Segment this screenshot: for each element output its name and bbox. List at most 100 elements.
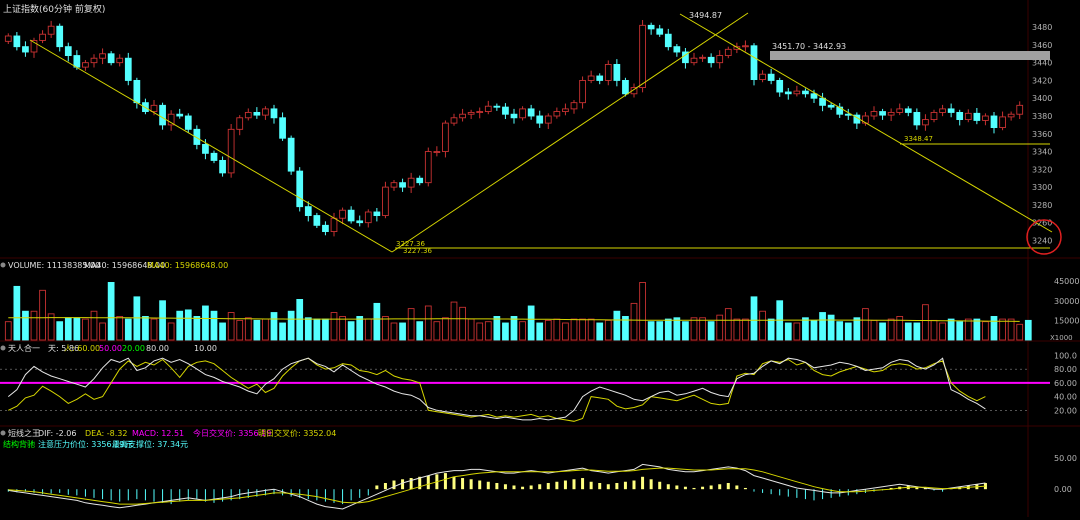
macd-panel[interactable]: 短线之王 DIF: -2.06 DEA: -8.32 MACD: 12.51 今… xyxy=(0,428,1077,510)
macd-collapse-icon[interactable] xyxy=(0,430,6,436)
volume-bar xyxy=(544,319,552,341)
price-tick-label: 3420 xyxy=(1032,76,1052,85)
indicator-y-axis: 100.0 80.00 60.00 40.00 20.00 xyxy=(1054,351,1077,415)
volume-bar xyxy=(879,322,886,341)
volume-bar xyxy=(510,316,518,341)
candle xyxy=(990,115,998,129)
macd-bar xyxy=(598,483,602,490)
volume-bar xyxy=(22,310,29,341)
volume-bar xyxy=(296,299,304,341)
volume-bar xyxy=(347,321,355,341)
volume-bar xyxy=(956,321,964,341)
macd-bar xyxy=(563,480,567,490)
macd-bar xyxy=(478,480,482,490)
volume-bar xyxy=(467,318,475,341)
candle xyxy=(296,170,304,208)
candle xyxy=(382,186,389,217)
volume-bar xyxy=(4,321,12,341)
volume-bar xyxy=(553,318,561,341)
volume-bar xyxy=(287,310,295,341)
candle xyxy=(510,113,518,119)
candle xyxy=(982,115,989,121)
price-tick-label: 3260 xyxy=(1032,219,1052,228)
candle xyxy=(613,63,621,81)
volume-bar xyxy=(922,304,929,341)
uptrend-line xyxy=(391,12,749,253)
volume-panel[interactable]: VOLUME: 11138385.00 MA40: 15968648.00 MA… xyxy=(0,261,1080,342)
candle xyxy=(227,128,235,174)
indicator-sky: 天: 5.86 xyxy=(48,344,79,353)
candle xyxy=(879,111,886,116)
candle xyxy=(99,53,106,59)
candle xyxy=(13,35,21,48)
mid-price-label: 3348.47 xyxy=(904,135,933,143)
macd-sub-b: 注意压力价位: 3356.19元 xyxy=(38,439,132,449)
candle xyxy=(502,106,509,115)
volume-bar xyxy=(416,321,424,341)
candle xyxy=(56,25,64,48)
price-candles[interactable] xyxy=(4,20,1024,237)
price-tick-label: 3480 xyxy=(1032,23,1052,32)
volume-collapse-icon[interactable] xyxy=(0,262,6,268)
candle xyxy=(656,28,664,35)
volume-bar xyxy=(990,316,998,341)
candle xyxy=(150,104,158,113)
volume-bar xyxy=(862,308,869,341)
volume-bar xyxy=(819,312,826,341)
candle xyxy=(399,182,406,188)
volume-bar xyxy=(844,322,852,341)
volume-bar xyxy=(784,322,792,341)
macd-y-axis: 50.00 0.00 xyxy=(1054,454,1077,494)
volume-bar xyxy=(742,318,749,341)
volume-tick-label: 30000 xyxy=(1054,297,1079,306)
volume-bar xyxy=(802,317,809,341)
volume-bar xyxy=(1016,323,1024,341)
candle xyxy=(39,33,46,41)
indicator-panel[interactable]: 天人合一 天: 5.86 人: 60.00 50.00 20.00 80.00 … xyxy=(0,343,1077,422)
volume-bar xyxy=(982,321,989,341)
candle xyxy=(1016,104,1024,115)
volume-tick-label: 45000 xyxy=(1054,277,1079,286)
candle xyxy=(767,73,775,81)
candle xyxy=(124,57,132,81)
volume-bar xyxy=(613,310,621,341)
macd-bar xyxy=(683,486,687,490)
volume-bar xyxy=(656,321,664,341)
price-tick-label: 3460 xyxy=(1032,41,1052,50)
volume-bar xyxy=(339,316,346,341)
candle xyxy=(236,117,244,130)
candle xyxy=(244,111,252,119)
candle xyxy=(279,117,286,139)
price-tick-label: 3380 xyxy=(1032,112,1052,121)
macd-bar xyxy=(392,480,396,490)
volume-bar xyxy=(82,318,89,341)
downtrend-line-2 xyxy=(679,13,1053,233)
candle xyxy=(536,115,544,124)
candle xyxy=(947,108,955,113)
volume-bar xyxy=(364,318,372,341)
candle xyxy=(802,90,809,95)
candle xyxy=(210,152,218,161)
indicator-collapse-icon[interactable] xyxy=(0,345,6,351)
chart-title: 上证指数(60分钟 前复权) xyxy=(3,3,105,15)
macd-bar xyxy=(743,487,747,490)
candle xyxy=(579,79,586,104)
candle xyxy=(64,46,72,57)
volume-bar xyxy=(939,322,946,341)
volume-bar xyxy=(724,308,732,341)
candle xyxy=(733,46,741,50)
macd-bar xyxy=(469,479,473,490)
macd-bar xyxy=(632,480,636,490)
volume-bar xyxy=(964,318,972,341)
volume-bar xyxy=(219,322,226,341)
candle xyxy=(493,105,501,108)
candle xyxy=(999,116,1006,129)
macd-bar xyxy=(529,485,533,490)
volume-bar xyxy=(750,296,758,341)
volume-bar xyxy=(313,318,321,341)
indicator-tick-label: 20.00 xyxy=(1054,406,1077,415)
price-tick-label: 3320 xyxy=(1032,165,1052,174)
volume-bar xyxy=(442,317,449,341)
